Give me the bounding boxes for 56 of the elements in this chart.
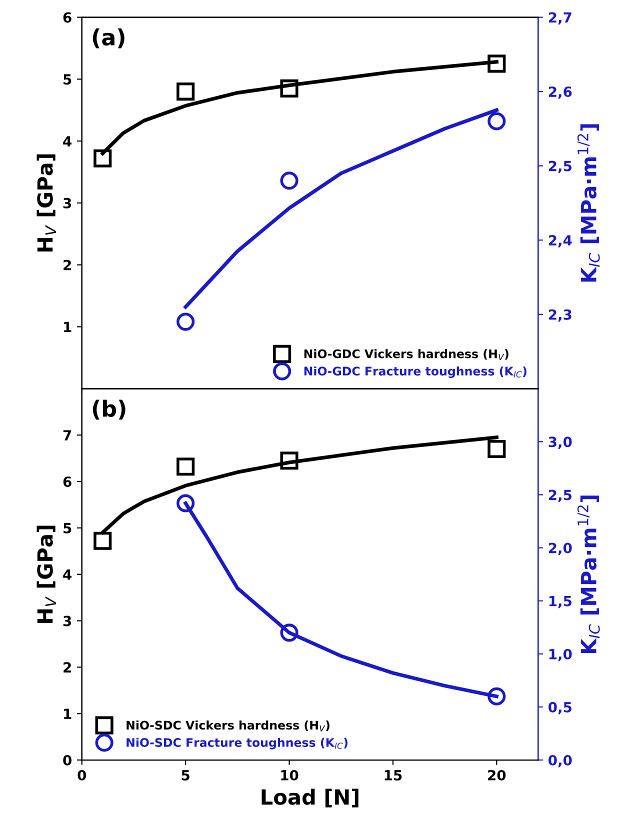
y-tick-label: 5 bbox=[64, 523, 72, 534]
legend-label: NiO-GDC Vickers hardness (H$_{V}$) bbox=[304, 349, 508, 360]
point bbox=[280, 172, 298, 190]
x-tick-label: 20 bbox=[488, 770, 506, 780]
y-tick-label: 3 bbox=[63, 616, 72, 626]
y2-tick-label: 2,7 bbox=[548, 12, 572, 25]
y-tick-label: 0 bbox=[63, 754, 72, 766]
y-tick-label: 2 bbox=[64, 260, 71, 270]
legend-label: NiO-GDC Fracture toughness (K$_{IC}$) bbox=[304, 366, 526, 378]
y2-tick-label: 2,5 bbox=[548, 490, 572, 502]
y-tick-label: 1 bbox=[64, 708, 72, 719]
y2-tick-label: 2,3 bbox=[548, 309, 572, 322]
x-tick-label: 0 bbox=[78, 770, 86, 780]
y-tick-label: 3 bbox=[63, 198, 72, 208]
y-tick-label: 4 bbox=[63, 569, 72, 580]
legend-label: NiO-SDC Vickers hardness (H$_{V}$) bbox=[126, 720, 330, 732]
y2-tick-label: 2,4 bbox=[548, 235, 572, 248]
point bbox=[488, 687, 506, 706]
y-tick-label: 1 bbox=[64, 322, 72, 332]
y2-tick-label: 2,0 bbox=[548, 542, 572, 556]
point bbox=[176, 458, 195, 476]
point bbox=[94, 149, 112, 168]
y2-tick-label: 0,0 bbox=[548, 754, 572, 768]
y-tick-label: 5 bbox=[64, 74, 72, 85]
point bbox=[176, 312, 195, 331]
y-tick-label: 6 bbox=[63, 12, 72, 23]
point bbox=[280, 79, 298, 98]
annotation: (b) bbox=[92, 400, 126, 420]
y2-tick-label: 2,6 bbox=[548, 86, 572, 99]
point bbox=[176, 494, 195, 512]
y2-tick-label: 1,5 bbox=[549, 596, 572, 608]
y2-axis-title: K$_{IC}$ [MPa·m$^{1/2}$] bbox=[577, 124, 600, 282]
point bbox=[280, 452, 298, 470]
point bbox=[94, 532, 112, 550]
legend-label: NiO-SDC Fracture toughness (K$_{IC}$) bbox=[126, 738, 348, 750]
x-tick-label: 5 bbox=[182, 770, 190, 780]
y2-tick-label: 0,5 bbox=[548, 702, 572, 714]
y-tick-label: 7 bbox=[63, 430, 72, 440]
y2-axis-title: K$_{IC}$ [MPa·m$^{1/2}$] bbox=[577, 496, 600, 654]
point bbox=[280, 624, 298, 642]
y-axis-title: H$_{V}$ [GPa] bbox=[36, 526, 56, 623]
y-axis-title: H$_{V}$ [GPa] bbox=[36, 154, 56, 252]
y2-tick-label: 1,0 bbox=[549, 648, 572, 662]
y2-tick-label: 3,0 bbox=[548, 436, 572, 449]
point bbox=[488, 54, 506, 73]
x-tick-label: 10 bbox=[281, 770, 298, 780]
point bbox=[488, 112, 506, 130]
y2-tick-label: 2,5 bbox=[548, 160, 572, 174]
point bbox=[176, 82, 195, 101]
y-tick-label: 6 bbox=[63, 476, 72, 487]
y-tick-label: 4 bbox=[63, 136, 72, 146]
point bbox=[488, 440, 506, 458]
x-tick-label: 15 bbox=[384, 770, 402, 780]
x-axis-title: Load [N] bbox=[262, 788, 358, 808]
y-tick-label: 2 bbox=[64, 662, 71, 672]
annotation: (a) bbox=[92, 28, 124, 48]
